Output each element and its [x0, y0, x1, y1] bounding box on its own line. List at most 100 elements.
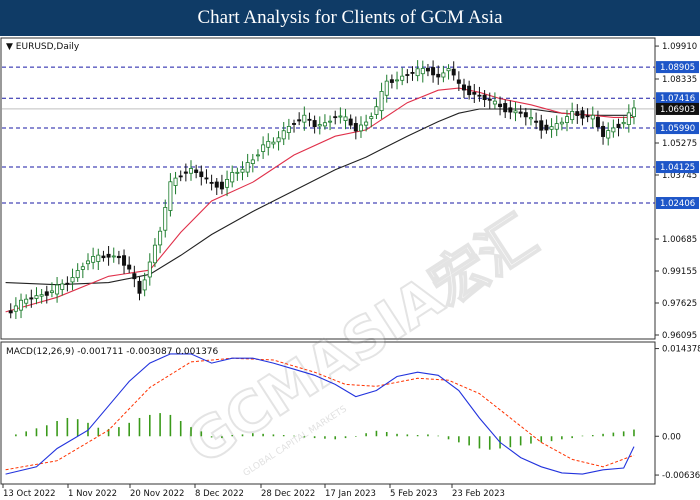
level-label-bg [656, 161, 699, 174]
candle-body [539, 120, 544, 131]
macd-signal-line [5, 357, 635, 471]
candle-body [70, 277, 75, 283]
candle-body [498, 103, 503, 108]
candle-body [461, 84, 466, 91]
candle-body [286, 125, 291, 133]
candle-body [214, 181, 219, 188]
candle-body [261, 144, 266, 152]
candle-body [431, 67, 436, 76]
candle-body [477, 94, 482, 97]
candle-body [225, 178, 230, 188]
candle-body [297, 119, 302, 122]
candle-body [570, 111, 575, 121]
candle-body [389, 79, 394, 83]
candle-body [209, 181, 214, 184]
candle-body [451, 68, 456, 76]
candle-body [415, 68, 420, 77]
candle-body [353, 123, 358, 132]
price-pane-title: ▼ EURUSD,Daily [6, 42, 80, 52]
macd-pane-title: MACD(12,26,9) -0.001711 -0.003087 0.0013… [6, 347, 219, 357]
candle-body [446, 68, 451, 72]
candle-body [80, 266, 85, 270]
candle-body [189, 168, 194, 174]
x-tick-label: 17 Jan 2023 [325, 489, 376, 499]
candle-body [302, 114, 307, 123]
candle-body [44, 291, 49, 296]
x-tick-label: 8 Dec 2022 [195, 489, 244, 499]
candle-body [549, 126, 554, 130]
x-tick-label: 20 Nov 2022 [130, 489, 184, 499]
candle-body [116, 255, 121, 259]
candle-body [312, 120, 317, 128]
y-tick-label: 0.96095 [662, 331, 697, 341]
candle-body [235, 171, 240, 174]
candle-body [132, 273, 137, 280]
macd-y-tick-label: 0.00 [662, 432, 681, 442]
y-tick-label: 1.03745 [662, 171, 697, 181]
macd-y-tick-label: 0.014378 [662, 345, 700, 355]
candle-body [575, 111, 580, 116]
current-price-bg [656, 102, 699, 115]
y-tick-label: 1.08335 [662, 75, 697, 85]
candle-body [250, 159, 255, 164]
level-label: 1.04125 [660, 163, 695, 173]
candle-body [611, 127, 616, 133]
candle-body [281, 130, 286, 140]
candle-body [142, 279, 147, 291]
candle-body [152, 244, 157, 264]
current-price-label: 1.06903 [660, 105, 695, 115]
candle-body [456, 79, 461, 84]
candle-body [65, 282, 70, 285]
candle-body [55, 284, 60, 295]
candle-body [13, 305, 18, 312]
candle-body [425, 67, 430, 72]
candle-body [384, 80, 389, 96]
candle-body [508, 107, 513, 113]
candle-body [400, 75, 405, 81]
candle-body [513, 110, 518, 114]
candle-body [199, 171, 204, 178]
candle-body [137, 280, 142, 294]
candle-body [631, 107, 636, 118]
ma-long-line [5, 108, 634, 286]
candle-body [565, 116, 570, 123]
candle-body [219, 181, 224, 190]
candle-body [601, 125, 606, 137]
candle-body [559, 121, 564, 125]
x-tick-label: 13 Oct 2022 [3, 489, 56, 499]
candle-body [364, 121, 369, 126]
candle-body [379, 91, 384, 112]
y-tick-label: 0.97625 [662, 299, 697, 309]
chart-panel: GCMASIA宏汇 GLOBAL CAPITAL MARKETS 1.09910… [0, 36, 700, 500]
candle-body [590, 114, 595, 120]
candle-body [395, 79, 400, 82]
level-label-bg [656, 92, 699, 105]
level-label: 1.08905 [660, 63, 695, 73]
x-tick-label: 28 Dec 2022 [261, 489, 315, 499]
candle-body [410, 72, 415, 74]
y-tick-label: 1.05275 [662, 139, 697, 149]
candle-body [147, 261, 152, 278]
candle-body [544, 124, 549, 131]
level-label: 1.02406 [660, 199, 695, 209]
candle-body [348, 118, 353, 126]
candle-body [183, 171, 188, 174]
candle-body [467, 85, 472, 96]
candle-body [436, 73, 441, 78]
level-label: 1.07416 [660, 94, 695, 104]
candle-body [75, 270, 80, 279]
candle-body [472, 92, 477, 95]
candle-body [163, 207, 168, 231]
candle-body [127, 264, 132, 270]
candle-body [333, 116, 338, 119]
candle-body [374, 106, 379, 115]
candle-body [518, 111, 523, 114]
candle-body [595, 116, 600, 128]
candle-body [492, 100, 497, 105]
candle-body [307, 118, 312, 121]
candle-body [523, 112, 528, 118]
candle-body [19, 299, 24, 311]
candle-body [405, 74, 410, 76]
candle-body [616, 123, 621, 128]
candle-body [276, 137, 281, 143]
